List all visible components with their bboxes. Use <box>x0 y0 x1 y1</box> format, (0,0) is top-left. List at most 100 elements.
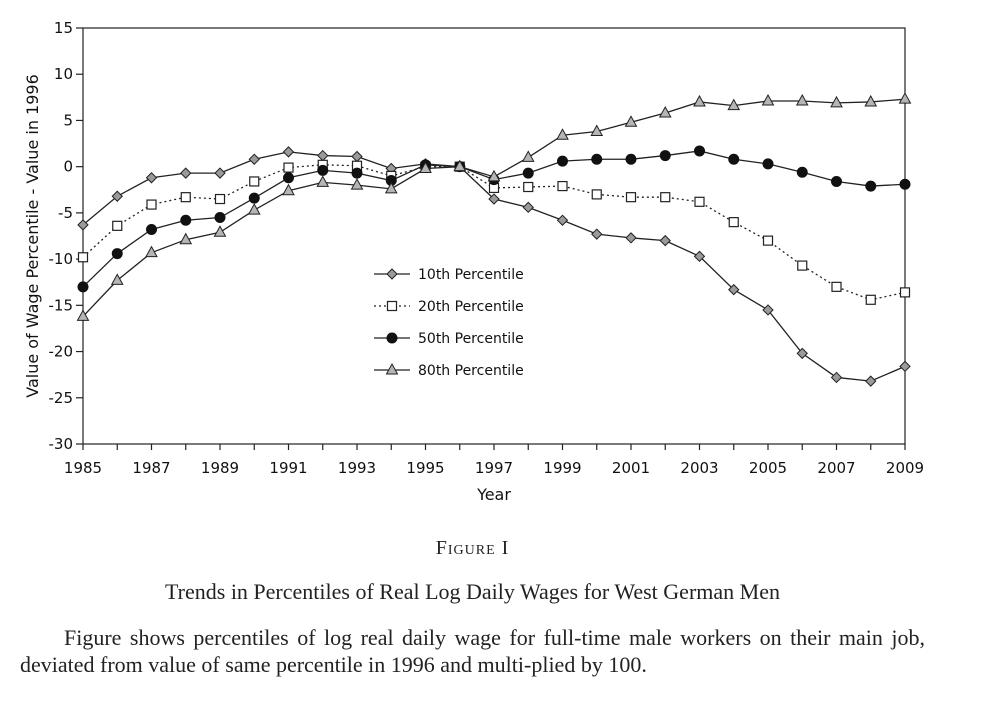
x-tick-label: 1991 <box>269 459 307 477</box>
data-point <box>77 219 89 231</box>
data-point <box>283 172 294 184</box>
data-point <box>145 172 158 184</box>
data-point <box>625 192 637 203</box>
data-point <box>728 283 740 296</box>
data-point <box>762 235 774 246</box>
x-tick-label: 1989 <box>201 459 239 477</box>
data-point <box>145 245 158 258</box>
data-point <box>556 128 569 140</box>
data-point <box>830 95 843 108</box>
data-point <box>831 175 842 187</box>
data-point <box>694 196 705 207</box>
series-layer <box>76 92 912 387</box>
series-2 <box>77 159 911 305</box>
y-tick-label: -25 <box>49 389 74 407</box>
x-tick-label: 1995 <box>406 459 444 477</box>
x-tick-label: 1993 <box>338 459 376 477</box>
legend-item: 50th Percentile <box>374 331 524 347</box>
y-tick-label: 15 <box>54 19 73 37</box>
x-tick-label: 1987 <box>132 459 170 477</box>
data-point <box>112 220 123 231</box>
data-point <box>659 234 671 247</box>
data-point <box>213 225 227 237</box>
data-point <box>214 193 226 205</box>
data-point <box>898 92 912 104</box>
y-tick-label: 0 <box>63 158 73 176</box>
data-point <box>625 232 637 244</box>
data-point <box>796 166 808 178</box>
data-point <box>282 146 295 158</box>
x-tick-label: 2005 <box>749 459 787 477</box>
data-point <box>111 248 123 260</box>
data-point <box>899 287 911 298</box>
data-point <box>762 158 774 170</box>
data-point <box>282 183 295 196</box>
data-point <box>179 232 193 245</box>
data-point <box>247 203 261 215</box>
data-point <box>556 214 569 226</box>
series-3 <box>77 145 911 293</box>
x-tick-label: 2007 <box>817 459 855 477</box>
data-point <box>146 224 157 236</box>
legend-item: 20th Percentile <box>374 299 524 315</box>
data-point <box>419 161 432 174</box>
data-point <box>728 217 739 228</box>
data-point <box>488 193 500 205</box>
data-point <box>590 124 604 137</box>
x-tick-label: 1985 <box>64 459 102 477</box>
data-point <box>248 192 260 204</box>
figure-note: Figure shows percentiles of log real dai… <box>20 625 925 677</box>
y-tick-label: -10 <box>49 250 74 268</box>
legend-marker <box>386 268 398 280</box>
y-axis-title: Value of Wage Percentile - Value in 1996 <box>23 74 42 398</box>
data-point <box>591 153 603 165</box>
data-point <box>522 201 534 214</box>
x-tick-label: 2003 <box>680 459 718 477</box>
data-point <box>317 149 329 162</box>
data-point <box>351 150 363 163</box>
y-tick-label: -5 <box>58 204 73 222</box>
data-point <box>797 260 808 271</box>
data-point <box>214 167 226 179</box>
data-point <box>384 181 398 194</box>
data-point <box>453 159 467 172</box>
data-point <box>659 150 671 162</box>
y-axis: 15 10 5 0 -5 -10 -15 -20 -25 -30 <box>49 19 83 453</box>
y-tick-label: -30 <box>49 435 74 453</box>
y-tick-label: 5 <box>63 111 73 129</box>
data-point <box>350 178 364 190</box>
figure-label: Figure I <box>435 537 510 559</box>
data-point <box>317 164 329 176</box>
data-point <box>77 281 89 293</box>
data-point <box>693 250 706 263</box>
data-point <box>283 162 294 173</box>
data-point <box>523 181 534 193</box>
data-point <box>351 167 363 179</box>
data-point <box>899 360 911 373</box>
data-point <box>625 153 637 165</box>
data-point <box>522 167 534 179</box>
legend-label: 80th Percentile <box>418 363 524 379</box>
data-point <box>728 153 740 165</box>
data-point <box>249 176 260 187</box>
y-tick-label: -15 <box>49 296 74 314</box>
data-point <box>899 178 911 190</box>
legend-item: 80th Percentile <box>374 362 524 379</box>
data-point <box>727 98 741 111</box>
data-point <box>146 199 157 210</box>
legend-label: 20th Percentile <box>418 299 524 315</box>
legend-marker <box>385 362 399 375</box>
data-point <box>660 192 671 203</box>
data-point <box>180 167 192 179</box>
series-4 <box>76 92 912 321</box>
legend: 10th Percentile 20th Percentile 50th Perce… <box>374 267 524 379</box>
x-axis: 1985 1987 1989 1991 1993 1995 1997 1999 2001 2003… <box>64 444 924 477</box>
data-point <box>831 281 842 292</box>
plot-area <box>82 27 906 445</box>
data-point <box>796 347 808 360</box>
data-point <box>658 106 672 118</box>
data-point <box>591 228 603 240</box>
data-point <box>761 93 775 106</box>
x-tick-label: 1999 <box>543 459 581 477</box>
data-point <box>77 252 89 263</box>
